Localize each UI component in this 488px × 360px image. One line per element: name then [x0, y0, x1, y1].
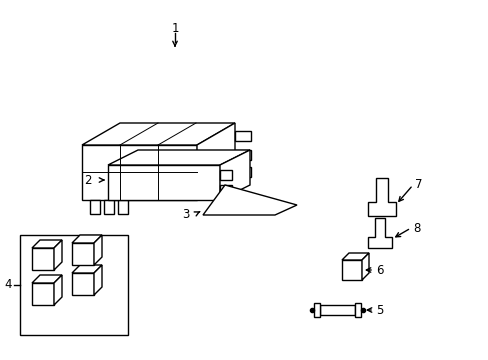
Text: 7: 7	[414, 179, 422, 192]
Text: 6: 6	[375, 264, 383, 276]
Polygon shape	[367, 178, 395, 216]
Text: 8: 8	[412, 221, 420, 234]
Polygon shape	[54, 240, 62, 270]
Text: 5: 5	[375, 303, 383, 316]
Polygon shape	[104, 200, 114, 214]
Text: 4: 4	[4, 279, 12, 292]
Text: 3: 3	[182, 208, 190, 221]
Polygon shape	[32, 275, 62, 283]
Polygon shape	[32, 283, 54, 305]
Polygon shape	[235, 131, 250, 141]
Polygon shape	[341, 253, 368, 260]
Polygon shape	[82, 145, 197, 200]
Polygon shape	[82, 123, 235, 145]
Polygon shape	[90, 200, 100, 214]
Polygon shape	[32, 248, 54, 270]
Polygon shape	[235, 167, 250, 177]
Text: 2: 2	[84, 174, 92, 186]
Polygon shape	[94, 235, 102, 265]
Polygon shape	[72, 243, 94, 265]
Polygon shape	[361, 253, 368, 280]
Polygon shape	[220, 185, 231, 195]
Polygon shape	[94, 265, 102, 295]
Polygon shape	[72, 235, 102, 243]
Polygon shape	[108, 150, 249, 165]
Polygon shape	[220, 150, 249, 200]
Polygon shape	[54, 275, 62, 305]
Polygon shape	[313, 303, 319, 317]
Polygon shape	[341, 260, 361, 280]
Polygon shape	[197, 123, 235, 200]
Polygon shape	[32, 240, 62, 248]
Polygon shape	[108, 165, 220, 200]
Polygon shape	[72, 273, 94, 295]
Polygon shape	[220, 170, 231, 180]
Polygon shape	[118, 200, 128, 214]
Polygon shape	[72, 265, 102, 273]
Polygon shape	[354, 303, 360, 317]
Text: 1: 1	[171, 22, 179, 35]
Polygon shape	[203, 185, 296, 215]
Polygon shape	[319, 305, 354, 315]
Polygon shape	[235, 150, 250, 160]
Bar	[20, 235, 128, 335]
Polygon shape	[367, 218, 391, 248]
